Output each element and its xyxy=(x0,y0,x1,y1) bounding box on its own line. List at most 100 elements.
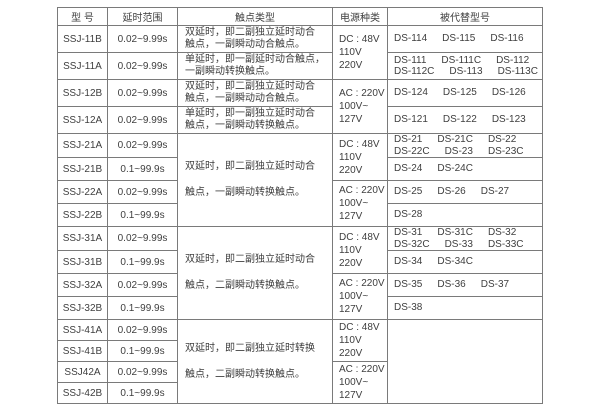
cell-delay: 0.1~99.9s xyxy=(107,203,178,227)
replaced-models-line: DS-21 DS-21C DS-22 xyxy=(394,134,536,146)
cell-delay: 0.1~99.9s xyxy=(107,157,178,181)
header-model: 型 号 xyxy=(57,7,108,26)
cell-contact-type: 双延时，即二副独立延时动合 触点，一副瞬动动合触点。 xyxy=(177,25,333,53)
replaced-models-line: DS-22C DS-23 DS-23C xyxy=(394,145,536,157)
cell-replaced-models: DS-24 DS-24C xyxy=(387,157,543,181)
replaced-models-line: DS-32C DS-33 DS-33C xyxy=(394,238,536,250)
cell-delay: 0.02~9.99s xyxy=(107,361,178,383)
replaced-model: DS-22C xyxy=(394,145,430,157)
replaced-models-line: DS-112C DS-113 DS-113C xyxy=(394,66,538,78)
cell-model: SSJ-12A xyxy=(57,106,108,134)
replaced-model: DS-112C xyxy=(394,66,435,77)
contact-type-line: 触点，一副瞬动动合触点。 xyxy=(185,39,305,50)
power-type-line: 110V xyxy=(339,244,362,256)
replaced-model: DS-21C xyxy=(437,134,473,146)
replaced-model: DS-25 xyxy=(394,186,423,198)
replaced-model: DS-32 xyxy=(487,227,517,239)
table-row: SSJ-21A 0.02~9.99s 双延时，即二副独立延时动合 触点，一副瞬动转换触… xyxy=(57,133,543,227)
replaced-model: DS-31C xyxy=(437,227,473,239)
power-type-line: 220V xyxy=(339,164,363,176)
cell-delay: 0.1~99.9s xyxy=(107,340,178,362)
contact-type-line: 单延时，即一副独立延时动合 xyxy=(185,108,315,119)
cell-power-type: AC : 220V 100V~ 127V xyxy=(332,273,388,320)
relay-spec-table-container: 型 号 延时范围 触点类型 电源种类 被代替型号 SSJ-11B 0.02~9.9… xyxy=(57,7,543,404)
replaced-model: DS-113C xyxy=(497,66,538,77)
cell-model: SSJ-31A xyxy=(57,226,108,251)
cell-delay: 0.1~99.9s xyxy=(107,250,178,274)
power-type-line: DC : 48V xyxy=(339,34,380,45)
power-type-line: 110V xyxy=(339,151,362,163)
cell-replaced-models: DS-111 DS-111C DS-112 DS-112C DS-113 DS-113C xyxy=(387,52,543,80)
replaced-model: DS-123 xyxy=(491,114,526,126)
cell-contact-type: 双延时，即二副独立延时动合 触点，一副瞬动转换触点。 xyxy=(177,133,333,227)
replaced-model: DS-125 xyxy=(442,87,477,99)
power-type-line: AC : 220V xyxy=(339,185,385,196)
replaced-model: DS-26 xyxy=(437,186,466,198)
replaced-model: DS-33 xyxy=(444,238,473,250)
power-type-line: 100V~ xyxy=(339,101,369,112)
cell-replaced-models: DS-38 xyxy=(387,296,543,320)
cell-model: SSJ-42B xyxy=(57,382,108,404)
power-type-line: 110V xyxy=(339,47,362,58)
cell-delay: 0.1~99.9s xyxy=(107,382,178,404)
cell-model: SSJ42A xyxy=(57,361,108,383)
table-row: SSJ-12A 0.02~9.99s 单延时，即一副独立延时动合 触点，一副瞬动转换触… xyxy=(57,106,543,134)
cell-delay: 0.02~9.99s xyxy=(107,226,178,251)
power-type-line: DC : 48V xyxy=(339,231,380,243)
replaced-models-line: DS-25 DS-26 DS-27 xyxy=(394,186,536,198)
replaced-model: DS-38 xyxy=(394,302,423,314)
power-type-line: AC : 220V xyxy=(339,278,385,289)
cell-replaced-models: DS-21 DS-21C DS-22 DS-22C DS-23 DS-23C xyxy=(387,133,543,158)
header-power-type: 电源种类 xyxy=(332,7,388,26)
replaced-model: DS-21 xyxy=(394,134,423,146)
table-body: SSJ-11B 0.02~9.99s 双延时，即二副独立延时动合 触点，一副瞬动动合触… xyxy=(57,25,543,404)
replaced-models-line: DS-34 DS-34C xyxy=(394,256,536,268)
replaced-models-line: DS-38 xyxy=(394,302,536,314)
power-type-line: 110V xyxy=(339,335,362,346)
cell-model: SSJ-32A xyxy=(57,273,108,297)
contact-type-line: 触点，一副瞬动动合触点。 xyxy=(185,93,305,104)
contact-type-line: 双延时，即二副独立延时动合 xyxy=(185,161,315,172)
power-type-line: 100V~ xyxy=(339,291,369,302)
replaced-model: DS-122 xyxy=(442,114,477,126)
cell-contact-type: 单延时，即一副延时动合触点， 一副瞬动转换触点。 xyxy=(177,52,333,80)
cell-model: SSJ-11B xyxy=(57,25,108,53)
power-type-line: AC : 220V xyxy=(339,364,385,375)
cell-model: SSJ-22B xyxy=(57,203,108,227)
cell-delay: 0.02~9.99s xyxy=(107,106,178,134)
replaced-model: DS-111C xyxy=(441,54,482,66)
cell-replaced-models: DS-31 DS-31C DS-32 DS-32C DS-33 DS-33C xyxy=(387,226,543,251)
table-row: SSJ-32A 0.02~9.99s AC : 220V 100V~ 127V DS-35… xyxy=(57,273,543,320)
header-replaced-models: 被代替型号 xyxy=(387,7,543,26)
replaced-models-line: DS-24 DS-24C xyxy=(394,163,536,175)
contact-type-line: 触点，二副瞬动转换触点。 xyxy=(185,280,305,291)
cell-replaced-models xyxy=(387,319,543,404)
replaced-model: DS-34C xyxy=(437,256,473,268)
table-row: SSJ-22B 0.1~99.9s DS-28 xyxy=(57,203,543,227)
cell-power-type: DC : 48V 110V 220V xyxy=(332,133,388,181)
cell-model: SSJ-41A xyxy=(57,319,108,341)
contact-type-line: 双延时，即二副独立延时动合 xyxy=(185,81,315,92)
cell-contact-type: 双延时，即二副独立延时转换 触点，二副瞬动转换触点。 xyxy=(177,319,333,404)
cell-power-type: AC : 220V 100V~ 127V xyxy=(332,180,388,227)
replaced-models-line: DS-121 DS-122 DS-123 xyxy=(394,114,536,126)
relay-spec-table: 型 号 延时范围 触点类型 电源种类 被代替型号 SSJ-11B 0.02~9.9… xyxy=(57,7,543,404)
cell-model: SSJ-21A xyxy=(57,133,108,158)
replaced-model: DS-113 xyxy=(449,66,483,77)
replaced-model: DS-32C xyxy=(394,238,430,250)
table-row: SSJ-11A 0.02~9.99s 单延时，即一副延时动合触点， 一副瞬动转换触点。… xyxy=(57,52,543,80)
table-row: SSJ-31B 0.1~99.9s DS-34 DS-34C xyxy=(57,250,543,274)
cell-contact-type: 双延时，即二副独立延时动合 触点，二副瞬动转换触点。 xyxy=(177,226,333,320)
cell-replaced-models: DS-34 DS-34C xyxy=(387,250,543,274)
replaced-model: DS-24 xyxy=(394,163,423,175)
cell-power-type: AC : 220V 100V~ 127V xyxy=(332,79,388,134)
replaced-model: DS-112 xyxy=(496,54,530,66)
cell-replaced-models: DS-114 DS-115 DS-116 xyxy=(387,25,543,53)
cell-contact-type: 单延时，即一副独立延时动合 触点，一副瞬动转换触点。 xyxy=(177,106,333,134)
contact-type-line: 触点，一副瞬动转换触点。 xyxy=(185,187,305,198)
replaced-model: DS-126 xyxy=(491,87,526,99)
contact-type-line: 触点，二副瞬动转换触点。 xyxy=(185,368,305,380)
cell-delay: 0.02~9.99s xyxy=(107,133,178,158)
power-type-line: 127V xyxy=(339,114,363,125)
replaced-model: DS-31 xyxy=(394,227,423,239)
